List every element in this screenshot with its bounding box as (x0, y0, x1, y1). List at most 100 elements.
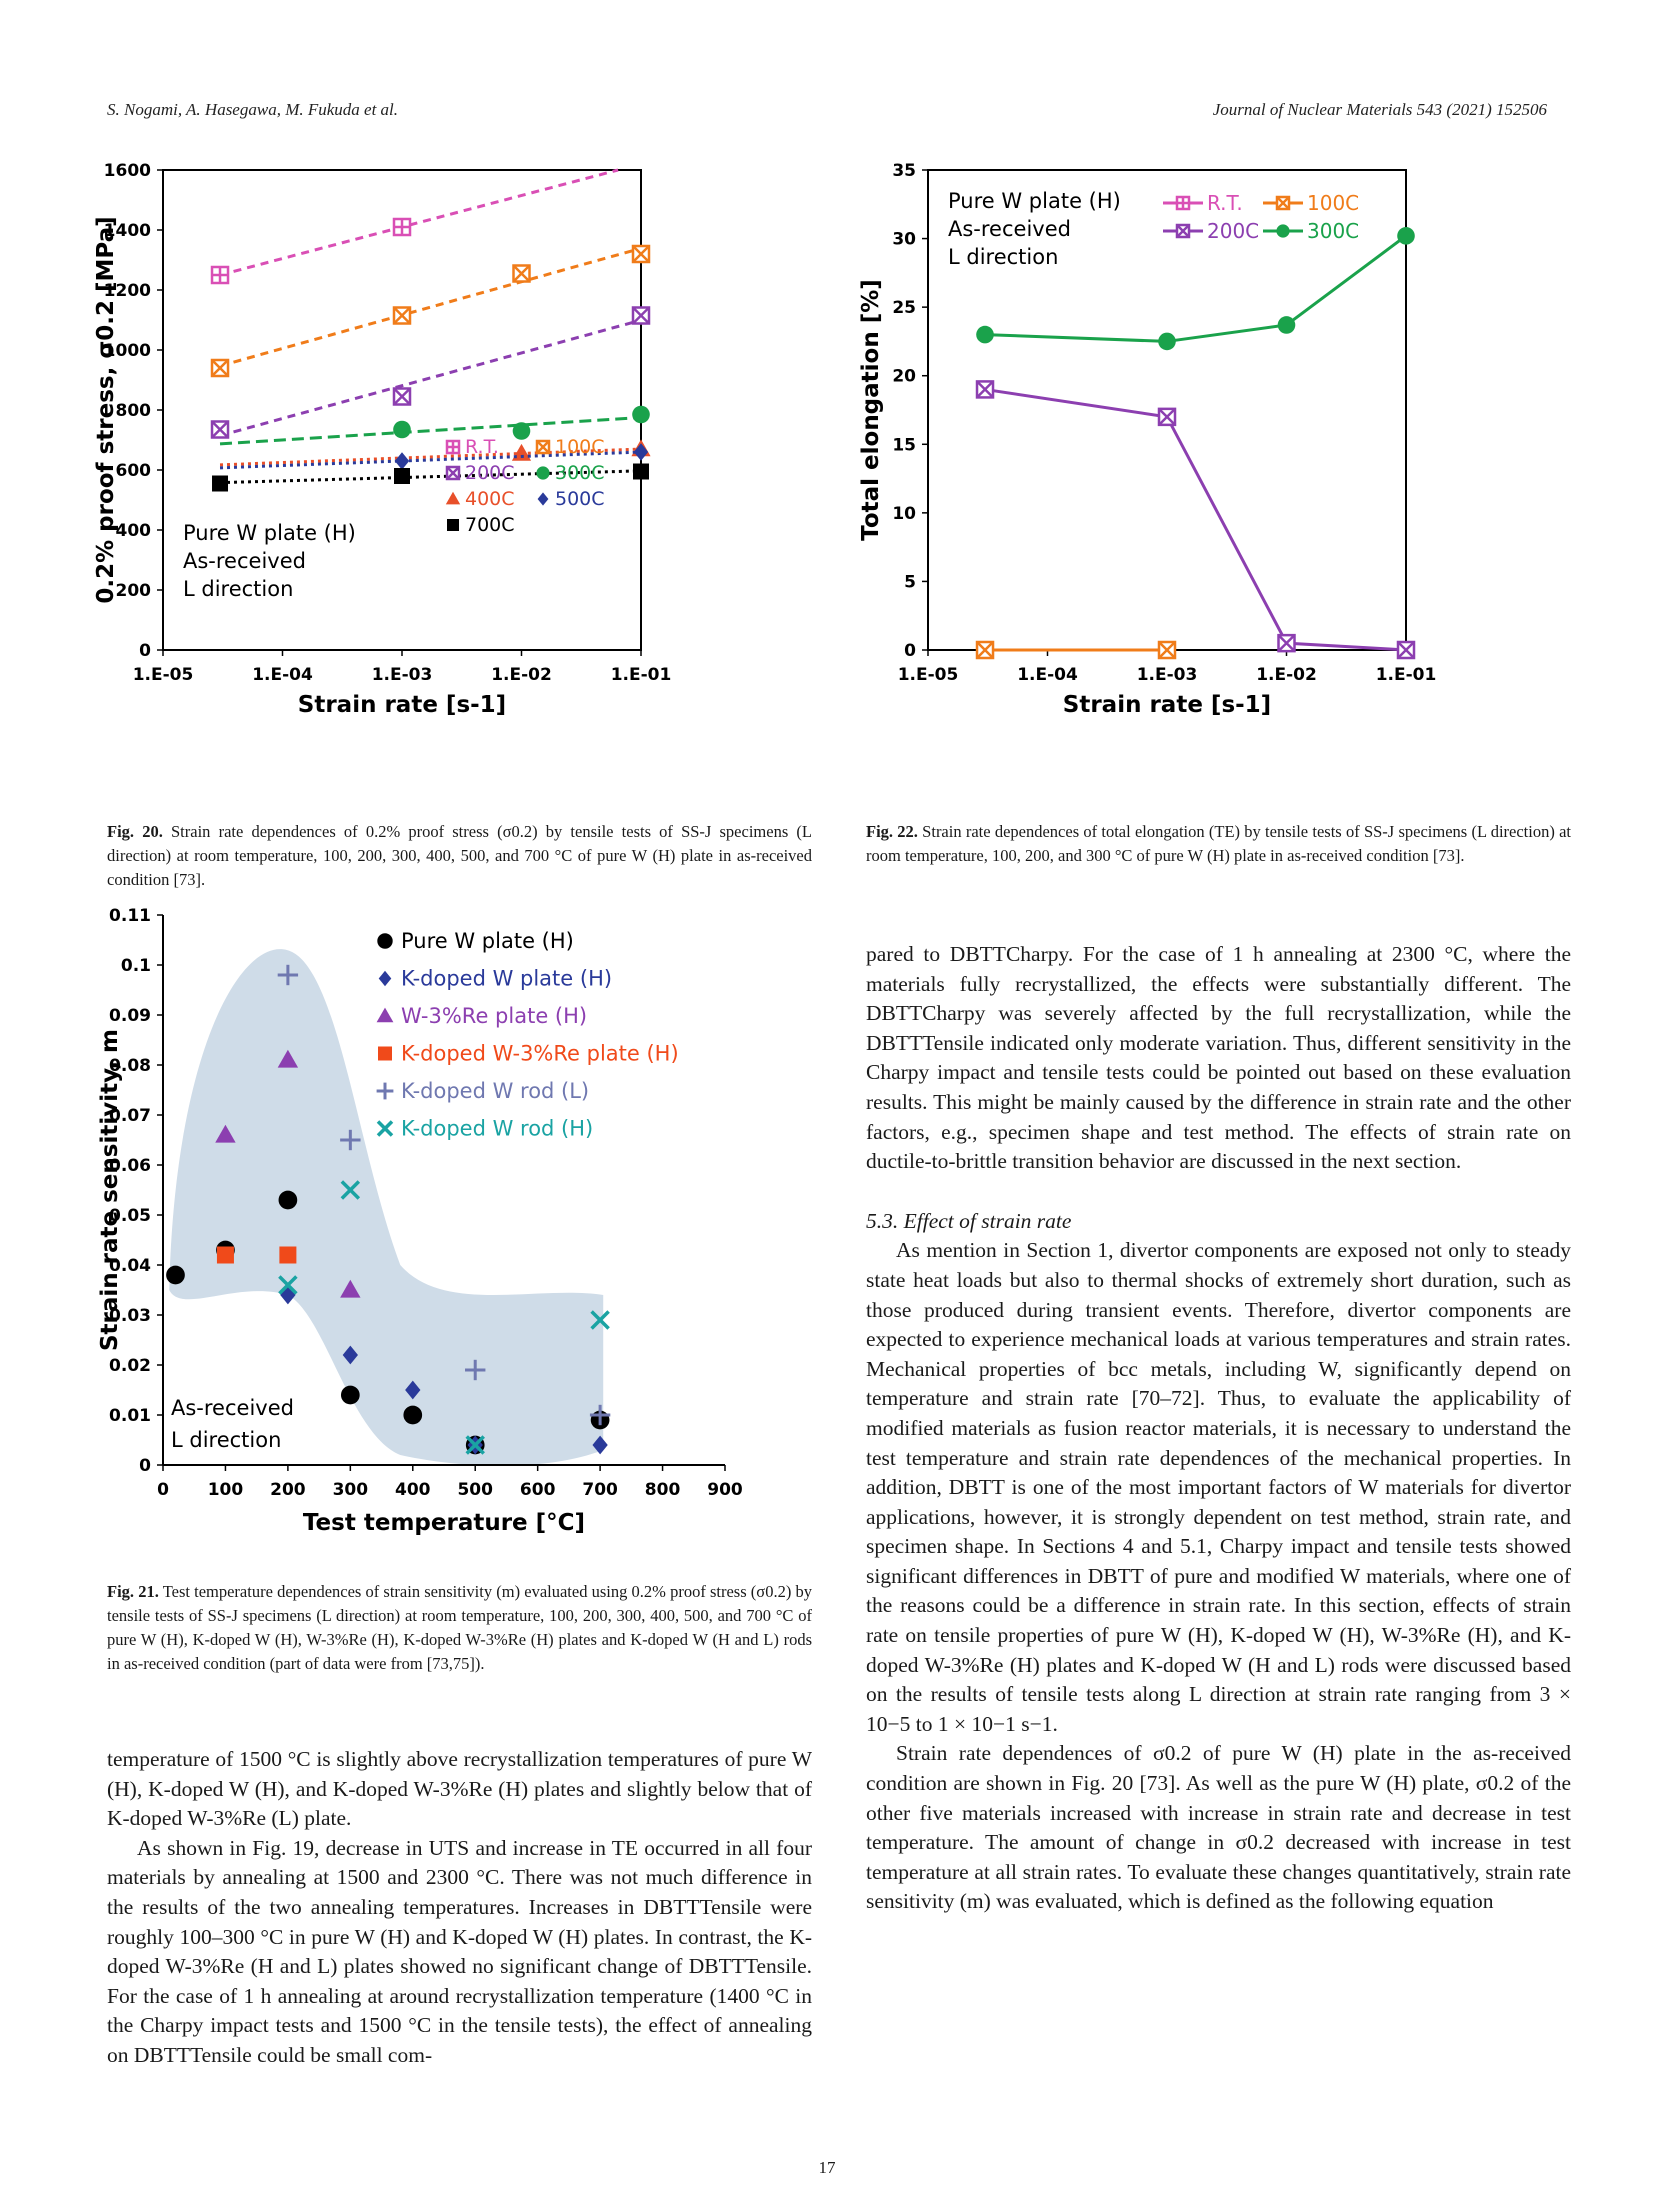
fig20-point-700C-shape (633, 463, 649, 480)
fig21-point-Pure W plate (H)-shape (340, 1385, 360, 1405)
fig22-point-300C-shape (1158, 332, 1176, 351)
fig21-point-W-3%Re plate (H)-shape (340, 1279, 361, 1298)
fig21-point-Pure W plate (H)-shape (166, 1265, 185, 1285)
fig20-point-100C (392, 306, 412, 325)
fig21-shaded-band (169, 949, 604, 1466)
fig21-point-K-doped W-3%Re plate (H) (216, 1246, 234, 1264)
fig21-ytick-label: 0.08 (109, 1056, 151, 1076)
fig21-point-Pure W plate (H) (403, 1405, 423, 1425)
fig20-legend-label: 200C (465, 462, 515, 484)
fig20-legend-marker (536, 466, 550, 480)
fig22-caption-label: Fig. 22. (866, 822, 918, 841)
fig21-point-Pure W plate (H)-shape (278, 1190, 298, 1210)
fig21-ytick-label: 0.1 (121, 956, 151, 976)
fig20-point-100C-d2 (512, 264, 531, 283)
fig21-ytick-label: 0.02 (109, 1356, 151, 1376)
fig20-point-100C-d2 (393, 306, 411, 325)
fig20-ytick-label: 1000 (104, 341, 151, 361)
fig21-xtick-label: 600 (520, 1480, 556, 1500)
fig20-ytick-label: 0 (139, 641, 151, 661)
fig20-legend-marker-shape (537, 492, 549, 506)
fig22-legend-marker-d2 (1276, 196, 1290, 210)
fig20-annotation-line: As-received (183, 549, 306, 573)
fig20-trendline-5 (219, 450, 642, 470)
fig20-legend-marker (445, 465, 461, 481)
fig20-point-300C (512, 422, 531, 440)
fig20-legend-marker (445, 439, 461, 455)
fig21-point-W-3%Re plate (H) (340, 1279, 361, 1298)
fig21-point-K-doped W plate (H) (405, 1380, 421, 1400)
fig21-point-W-3%Re plate (H) (215, 1124, 236, 1143)
fig20-ytick-label: 1600 (104, 161, 151, 181)
fig20-point-300C-shape (512, 422, 531, 440)
fig20-point-700C (394, 468, 410, 484)
fig21-point-K-doped W rod (H) (590, 1310, 610, 1330)
fig21-legend-marker-shape (376, 1007, 394, 1023)
fig21-xtick-label: 800 (645, 1480, 681, 1500)
fig20-xtick-label: 1.E-04 (252, 665, 313, 685)
fig20-point-R.T. (210, 265, 230, 285)
fig22-ytick-label: 0 (904, 641, 916, 661)
fig20-ytick-label: 600 (116, 461, 152, 481)
figure-20-caption: Fig. 20. Strain rate dependences of 0.2%… (107, 820, 812, 892)
fig20-legend-marker-d2 (446, 466, 460, 480)
fig22-point-200C (1157, 407, 1177, 427)
fig21-xtick-label: 700 (582, 1480, 618, 1500)
fig22-xtick-label: 1.E-01 (1376, 665, 1437, 685)
fig21-legend-label: Pure W plate (H) (401, 929, 574, 953)
fig21-xtick-label: 200 (270, 1480, 306, 1500)
fig20-point-500C (633, 443, 649, 461)
fig22-legend-marker (1276, 224, 1290, 238)
fig22-point-200C-d2 (1277, 634, 1296, 653)
fig20-point-500C-shape (633, 443, 649, 461)
fig21-point-W-3%Re plate (H) (277, 1049, 299, 1068)
fig20-point-300C-shape (632, 405, 650, 424)
fig20-point-700C (633, 463, 649, 480)
fig22-point-200C-d2 (1397, 641, 1415, 659)
fig21-ytick-label: 0.04 (109, 1256, 151, 1276)
fig21-point-K-doped W rod (H) (465, 1435, 485, 1455)
figure-21: 0 0.01 0.02 0.03 0.04 0.05 0.06 0.07 0.08 0.09 0.1… (95, 905, 815, 1555)
fig22-point-200C (1277, 633, 1296, 653)
fig21-xtick-label: 400 (395, 1480, 431, 1500)
fig21-legend-label: K-doped W rod (H) (401, 1117, 593, 1141)
fig22-annotation-line: As-received (948, 217, 1071, 241)
fig22-point-100C-d2 (1158, 641, 1176, 659)
fig20-point-200C-d2 (393, 387, 411, 406)
fig20-point-200C (210, 420, 230, 439)
fig22-xtick-label: 1.E-03 (1137, 665, 1198, 685)
fig20-point-200C-d2 (211, 420, 229, 439)
fig22-point-100C (1157, 640, 1177, 660)
fig21-legend-marker (378, 1046, 392, 1061)
figure-20: 0 200 400 600 800 1000 1200 1400 1600 1.E-05 1.E-0… (95, 155, 815, 795)
fig22-xtick-label: 1.E-02 (1256, 665, 1317, 685)
fig20-point-700C-shape (212, 475, 229, 492)
fig22-ylabel: Total elongation [%] (860, 279, 884, 541)
fig21-point-W-3%Re plate (H)-shape (215, 1124, 236, 1143)
fig20-point-700C-shape (394, 468, 410, 484)
fig22-point-200C-d2 (1158, 407, 1176, 426)
fig21-point-K-doped W rod (H)-d2 (590, 1310, 610, 1330)
fig20-legend-marker-shape (447, 519, 459, 531)
fig21-legend-marker (377, 933, 393, 949)
fig20-xtick-label: 1.E-03 (372, 665, 433, 685)
fig21-ytick-label: 0.09 (109, 1006, 151, 1026)
fig21-point-W-3%Re plate (H)-shape (277, 1049, 299, 1068)
fig20-annotation-line: L direction (183, 577, 293, 601)
fig20-legend-marker (447, 519, 459, 531)
fig20-legend-label: 500C (555, 488, 605, 510)
fig20-xtick-label: 1.E-05 (133, 665, 194, 685)
fig20-point-500C (394, 452, 410, 470)
section-heading-5-3: 5.3. Effect of strain rate (866, 1208, 1072, 1233)
fig20-point-100C-d2 (632, 245, 650, 263)
fig20-caption-label: Fig. 20. (107, 822, 163, 841)
fig20-legend-label: R.T. (465, 436, 499, 458)
left-paragraph-1: temperature of 1500 °C is slightly above… (107, 1747, 812, 1831)
fig20-legend-marker (537, 492, 549, 506)
fig21-ytick-label: 0.01 (109, 1406, 151, 1426)
figure-21-caption: Fig. 21. Test temperature dependences of… (107, 1580, 812, 1676)
fig22-legend-label: 100C (1307, 191, 1359, 215)
fig22-ytick-label: 10 (892, 504, 916, 524)
fig20-legend-marker-shape (536, 466, 550, 480)
fig21-point-K-doped W plate (H)-shape (405, 1380, 421, 1400)
